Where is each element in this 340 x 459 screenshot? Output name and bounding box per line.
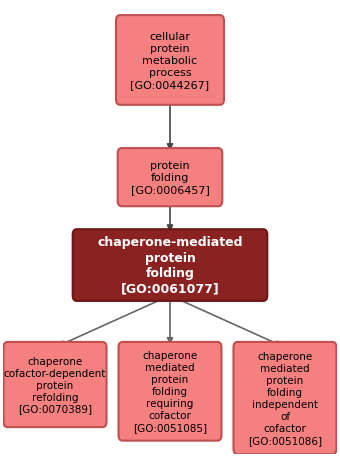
Text: chaperone
mediated
protein
folding
independent
of
cofactor
[GO:0051086]: chaperone mediated protein folding indep… xyxy=(248,351,322,445)
Text: protein
folding
[GO:0006457]: protein folding [GO:0006457] xyxy=(131,161,209,195)
FancyBboxPatch shape xyxy=(234,342,337,454)
FancyBboxPatch shape xyxy=(3,342,106,427)
Text: chaperone
cofactor-dependent
protein
refolding
[GO:0070389]: chaperone cofactor-dependent protein ref… xyxy=(4,356,106,414)
FancyBboxPatch shape xyxy=(118,149,222,207)
Text: chaperone
mediated
protein
folding
requiring
cofactor
[GO:0051085]: chaperone mediated protein folding requi… xyxy=(133,351,207,432)
Text: cellular
protein
metabolic
process
[GO:0044267]: cellular protein metabolic process [GO:0… xyxy=(131,32,209,90)
FancyBboxPatch shape xyxy=(116,16,224,106)
FancyBboxPatch shape xyxy=(73,230,267,301)
Text: chaperone-mediated
protein
folding
[GO:0061077]: chaperone-mediated protein folding [GO:0… xyxy=(97,236,243,295)
FancyBboxPatch shape xyxy=(119,342,221,441)
